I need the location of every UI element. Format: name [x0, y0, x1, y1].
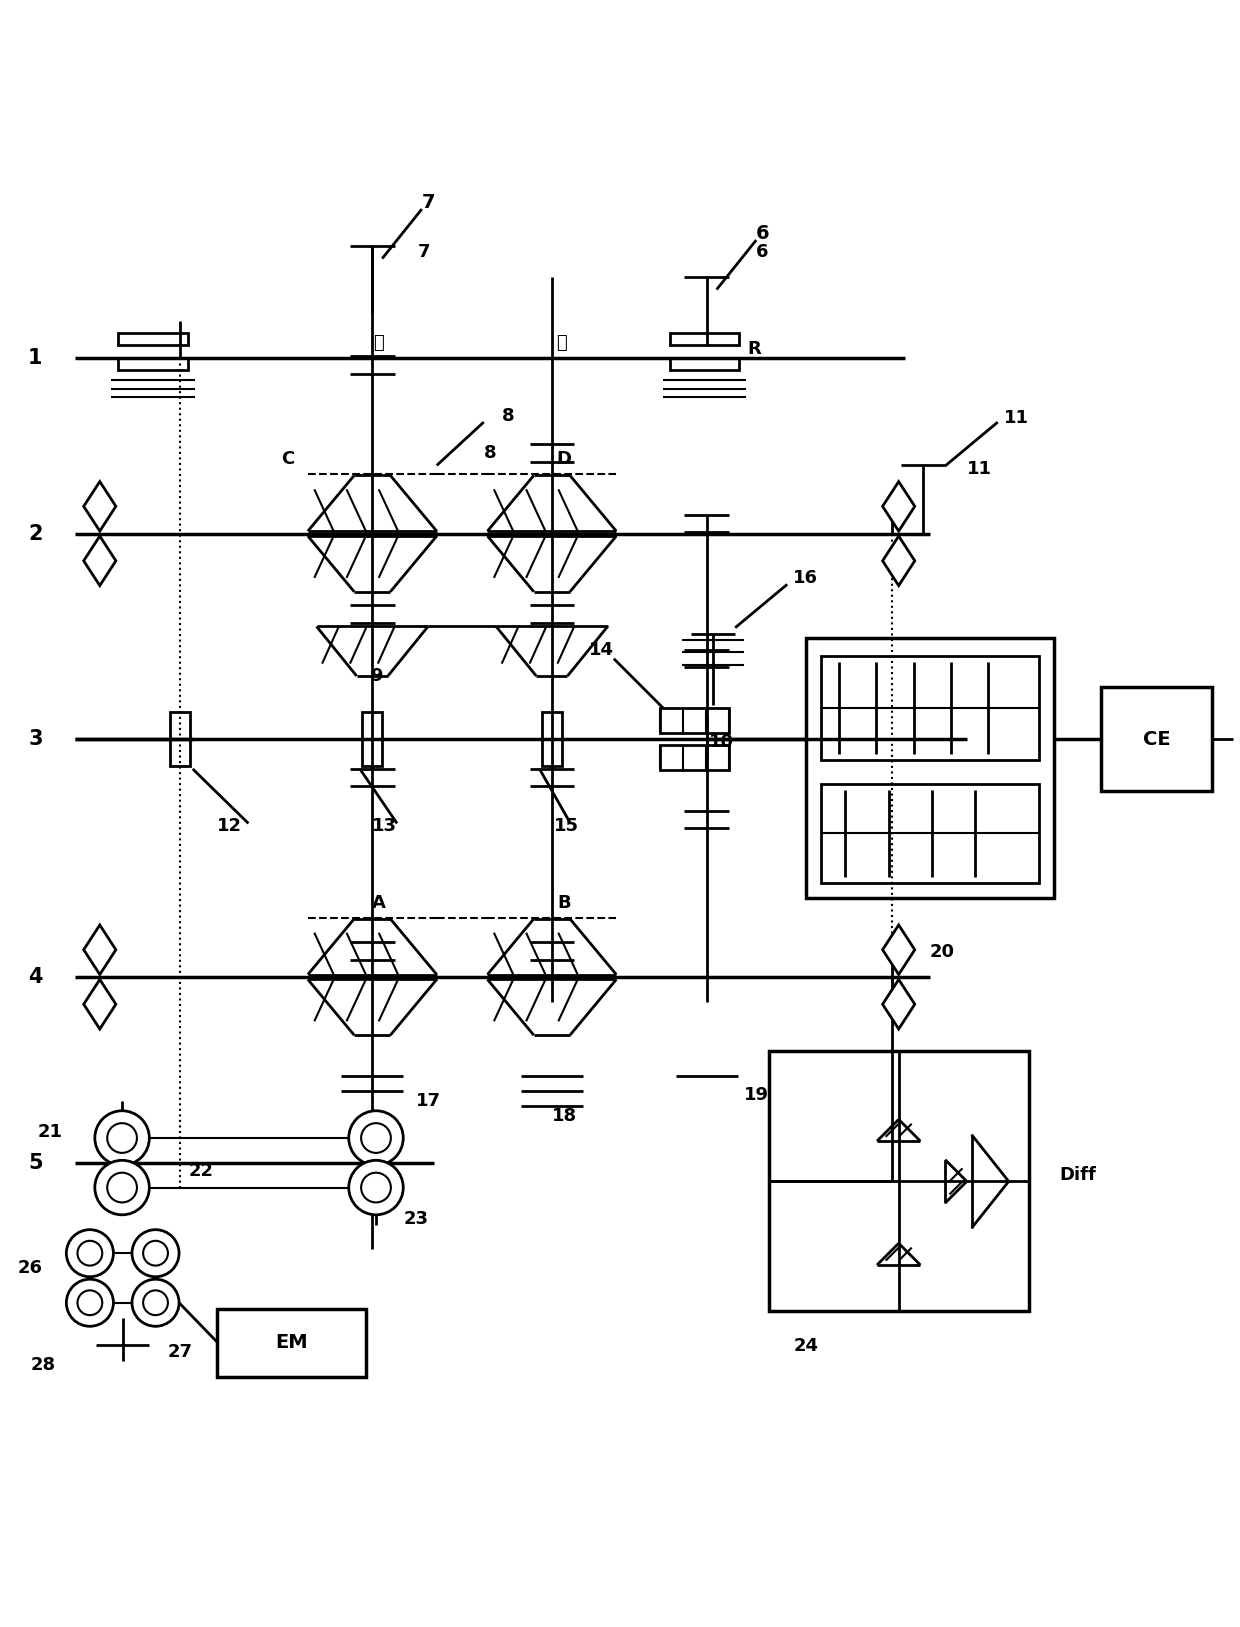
- Text: 18: 18: [552, 1106, 577, 1124]
- Text: 13: 13: [372, 817, 397, 835]
- Text: 四: 四: [373, 334, 384, 351]
- Circle shape: [77, 1290, 102, 1315]
- Text: EM: EM: [275, 1333, 308, 1352]
- Text: D: D: [557, 451, 572, 469]
- Bar: [670, 334, 739, 345]
- Circle shape: [94, 1111, 149, 1165]
- Text: 17: 17: [415, 1092, 440, 1110]
- Text: 6: 6: [756, 244, 769, 262]
- Bar: [806, 638, 1054, 898]
- Text: 4: 4: [29, 966, 42, 988]
- Polygon shape: [883, 979, 915, 1028]
- Bar: [821, 656, 1039, 760]
- Text: 22: 22: [188, 1162, 213, 1181]
- Circle shape: [67, 1230, 113, 1277]
- Circle shape: [67, 1279, 113, 1326]
- Text: 7: 7: [422, 194, 435, 213]
- Circle shape: [107, 1123, 136, 1154]
- Text: 8: 8: [484, 444, 496, 462]
- Circle shape: [131, 1279, 179, 1326]
- Circle shape: [348, 1160, 403, 1215]
- Text: 3: 3: [29, 729, 42, 748]
- Text: 19: 19: [744, 1085, 769, 1103]
- Circle shape: [94, 1160, 149, 1215]
- Bar: [118, 334, 187, 345]
- Text: 24: 24: [794, 1337, 818, 1355]
- Text: 28: 28: [30, 1355, 56, 1373]
- Text: 21: 21: [37, 1123, 63, 1141]
- Bar: [362, 713, 382, 766]
- Circle shape: [361, 1173, 391, 1202]
- Text: 20: 20: [930, 944, 955, 962]
- Text: 15: 15: [554, 817, 579, 835]
- Text: 1: 1: [29, 348, 42, 368]
- Bar: [769, 1051, 1029, 1311]
- Text: 7: 7: [418, 244, 430, 262]
- Text: 16: 16: [794, 569, 818, 587]
- Text: 8: 8: [502, 407, 515, 425]
- Bar: [1101, 687, 1211, 791]
- Text: 12: 12: [217, 817, 242, 835]
- Circle shape: [107, 1173, 136, 1202]
- Polygon shape: [83, 926, 115, 975]
- Text: 2: 2: [29, 524, 42, 543]
- Polygon shape: [83, 979, 115, 1028]
- Circle shape: [143, 1241, 167, 1266]
- Text: C: C: [281, 451, 295, 469]
- Bar: [542, 713, 562, 766]
- Text: 10: 10: [709, 732, 734, 750]
- Text: B: B: [558, 893, 572, 911]
- Text: 26: 26: [17, 1259, 43, 1277]
- Text: 9: 9: [370, 667, 382, 685]
- Text: R: R: [746, 340, 760, 358]
- Text: 5: 5: [29, 1154, 42, 1173]
- Bar: [660, 708, 729, 734]
- Circle shape: [77, 1241, 102, 1266]
- Text: 14: 14: [589, 641, 614, 659]
- Bar: [821, 784, 1039, 883]
- Polygon shape: [883, 926, 915, 975]
- Bar: [217, 1310, 366, 1376]
- Polygon shape: [83, 482, 115, 530]
- Bar: [670, 358, 739, 369]
- Text: 6: 6: [755, 225, 769, 244]
- Polygon shape: [883, 535, 915, 586]
- Circle shape: [131, 1230, 179, 1277]
- Bar: [118, 358, 187, 369]
- Text: 11: 11: [967, 460, 992, 478]
- Circle shape: [348, 1111, 403, 1165]
- Text: 11: 11: [1004, 410, 1029, 428]
- Text: 五: 五: [557, 334, 567, 351]
- Text: Diff: Diff: [1060, 1167, 1096, 1184]
- Text: CE: CE: [1142, 729, 1171, 748]
- Bar: [170, 713, 190, 766]
- Text: 27: 27: [167, 1344, 192, 1362]
- Circle shape: [361, 1123, 391, 1154]
- Polygon shape: [883, 482, 915, 530]
- Circle shape: [143, 1290, 167, 1315]
- Text: A: A: [372, 893, 386, 911]
- Text: 23: 23: [403, 1209, 428, 1227]
- Bar: [660, 745, 729, 770]
- Polygon shape: [83, 535, 115, 586]
